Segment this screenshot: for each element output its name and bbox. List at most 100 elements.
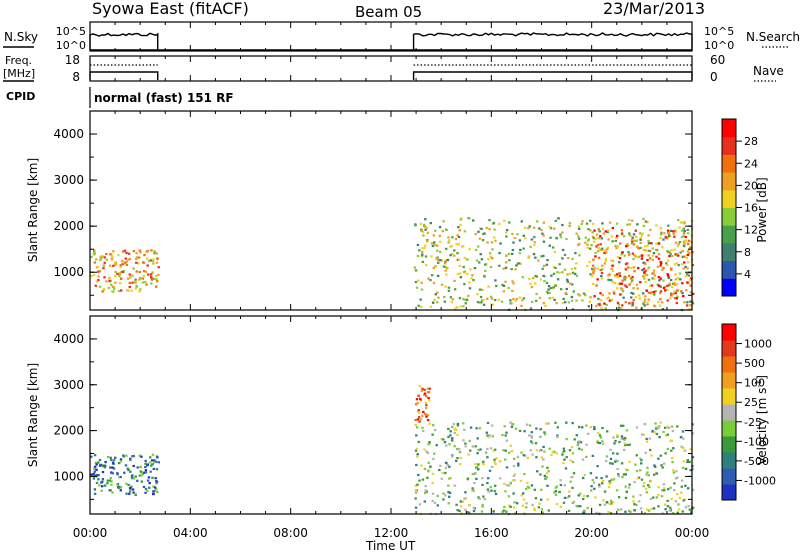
data-cell bbox=[422, 429, 425, 433]
data-cell bbox=[423, 246, 426, 249]
data-cell bbox=[674, 230, 677, 233]
data-cell bbox=[620, 437, 623, 441]
data-cell bbox=[448, 443, 451, 446]
data-cell bbox=[643, 277, 646, 280]
data-cell bbox=[600, 247, 604, 250]
data-cell bbox=[571, 452, 575, 455]
data-cell bbox=[648, 486, 651, 489]
data-cell bbox=[140, 474, 143, 477]
data-cell bbox=[593, 229, 596, 232]
data-cell bbox=[623, 442, 627, 445]
data-cell bbox=[637, 247, 640, 250]
data-cell bbox=[484, 269, 487, 272]
data-cell bbox=[432, 424, 435, 427]
data-cell bbox=[591, 222, 595, 225]
data-cell bbox=[149, 470, 152, 473]
data-cell bbox=[481, 288, 484, 291]
data-cell bbox=[110, 483, 113, 486]
data-cell bbox=[125, 482, 128, 485]
data-cell bbox=[600, 477, 603, 480]
data-cell bbox=[541, 511, 545, 514]
data-cell bbox=[472, 219, 475, 222]
data-cell bbox=[417, 416, 421, 419]
data-cell bbox=[414, 224, 417, 227]
data-cell bbox=[124, 257, 127, 260]
data-cell bbox=[543, 431, 546, 434]
data-cell bbox=[429, 465, 432, 468]
data-cell bbox=[691, 468, 694, 471]
data-cell bbox=[620, 435, 624, 438]
data-cell bbox=[430, 255, 433, 258]
data-cell bbox=[631, 303, 634, 306]
data-cell bbox=[444, 285, 447, 288]
data-cell bbox=[612, 501, 615, 504]
data-cell bbox=[93, 253, 96, 256]
data-cell bbox=[455, 242, 458, 246]
data-cell bbox=[501, 511, 504, 514]
velocity-scatter bbox=[90, 385, 695, 516]
data-cell bbox=[479, 227, 482, 230]
data-cell bbox=[630, 266, 633, 270]
data-cell bbox=[95, 468, 98, 471]
data-cell bbox=[586, 243, 589, 246]
data-cell bbox=[587, 432, 590, 435]
data-cell bbox=[578, 447, 581, 450]
data-cell bbox=[633, 270, 636, 273]
data-cell bbox=[669, 297, 672, 300]
data-cell bbox=[639, 236, 643, 239]
data-cell bbox=[112, 287, 116, 290]
data-cell bbox=[542, 234, 545, 237]
data-cell bbox=[125, 492, 128, 495]
data-cell bbox=[459, 456, 462, 459]
data-cell bbox=[490, 241, 494, 244]
data-cell bbox=[677, 508, 681, 511]
data-cell bbox=[96, 265, 100, 268]
data-cell bbox=[605, 455, 609, 458]
data-cell bbox=[600, 271, 604, 275]
data-cell bbox=[650, 454, 653, 457]
data-cell bbox=[629, 510, 632, 513]
data-cell bbox=[632, 500, 635, 503]
data-cell bbox=[643, 274, 647, 277]
data-cell bbox=[659, 277, 662, 280]
data-cell bbox=[670, 267, 673, 270]
data-cell bbox=[424, 244, 427, 247]
data-cell bbox=[682, 235, 685, 238]
data-cell bbox=[661, 308, 665, 311]
data-cell bbox=[670, 497, 673, 500]
data-cell bbox=[651, 277, 654, 280]
data-cell bbox=[517, 464, 520, 467]
data-cell bbox=[474, 445, 477, 448]
data-cell bbox=[659, 421, 662, 424]
data-cell bbox=[675, 470, 678, 473]
data-cell bbox=[664, 289, 667, 292]
data-cell bbox=[566, 280, 570, 283]
data-cell bbox=[475, 477, 478, 480]
data-cell bbox=[547, 285, 551, 288]
data-cell bbox=[487, 490, 490, 493]
data-cell bbox=[436, 494, 439, 497]
data-cell bbox=[642, 224, 645, 228]
data-cell bbox=[152, 492, 155, 495]
data-cell bbox=[103, 466, 107, 469]
data-cell bbox=[657, 301, 660, 304]
data-cell bbox=[632, 287, 635, 290]
data-cell bbox=[659, 227, 663, 230]
data-cell bbox=[475, 427, 478, 430]
data-cell bbox=[680, 229, 684, 232]
data-cell bbox=[148, 482, 151, 485]
data-cell bbox=[424, 264, 428, 267]
data-cell bbox=[644, 295, 647, 298]
data-cell bbox=[431, 274, 434, 277]
data-cell bbox=[474, 248, 478, 252]
data-cell bbox=[670, 294, 673, 297]
data-cell bbox=[600, 307, 603, 310]
data-cell bbox=[439, 258, 442, 262]
data-cell bbox=[658, 284, 661, 287]
data-cell bbox=[417, 409, 420, 412]
nsky-panel: N.Sky 10^5 10^0 10^5 10^0 N.Search bbox=[3, 21, 800, 52]
data-cell bbox=[649, 448, 652, 452]
data-cell bbox=[127, 469, 130, 472]
data-cell bbox=[640, 257, 644, 260]
data-cell bbox=[111, 255, 114, 258]
